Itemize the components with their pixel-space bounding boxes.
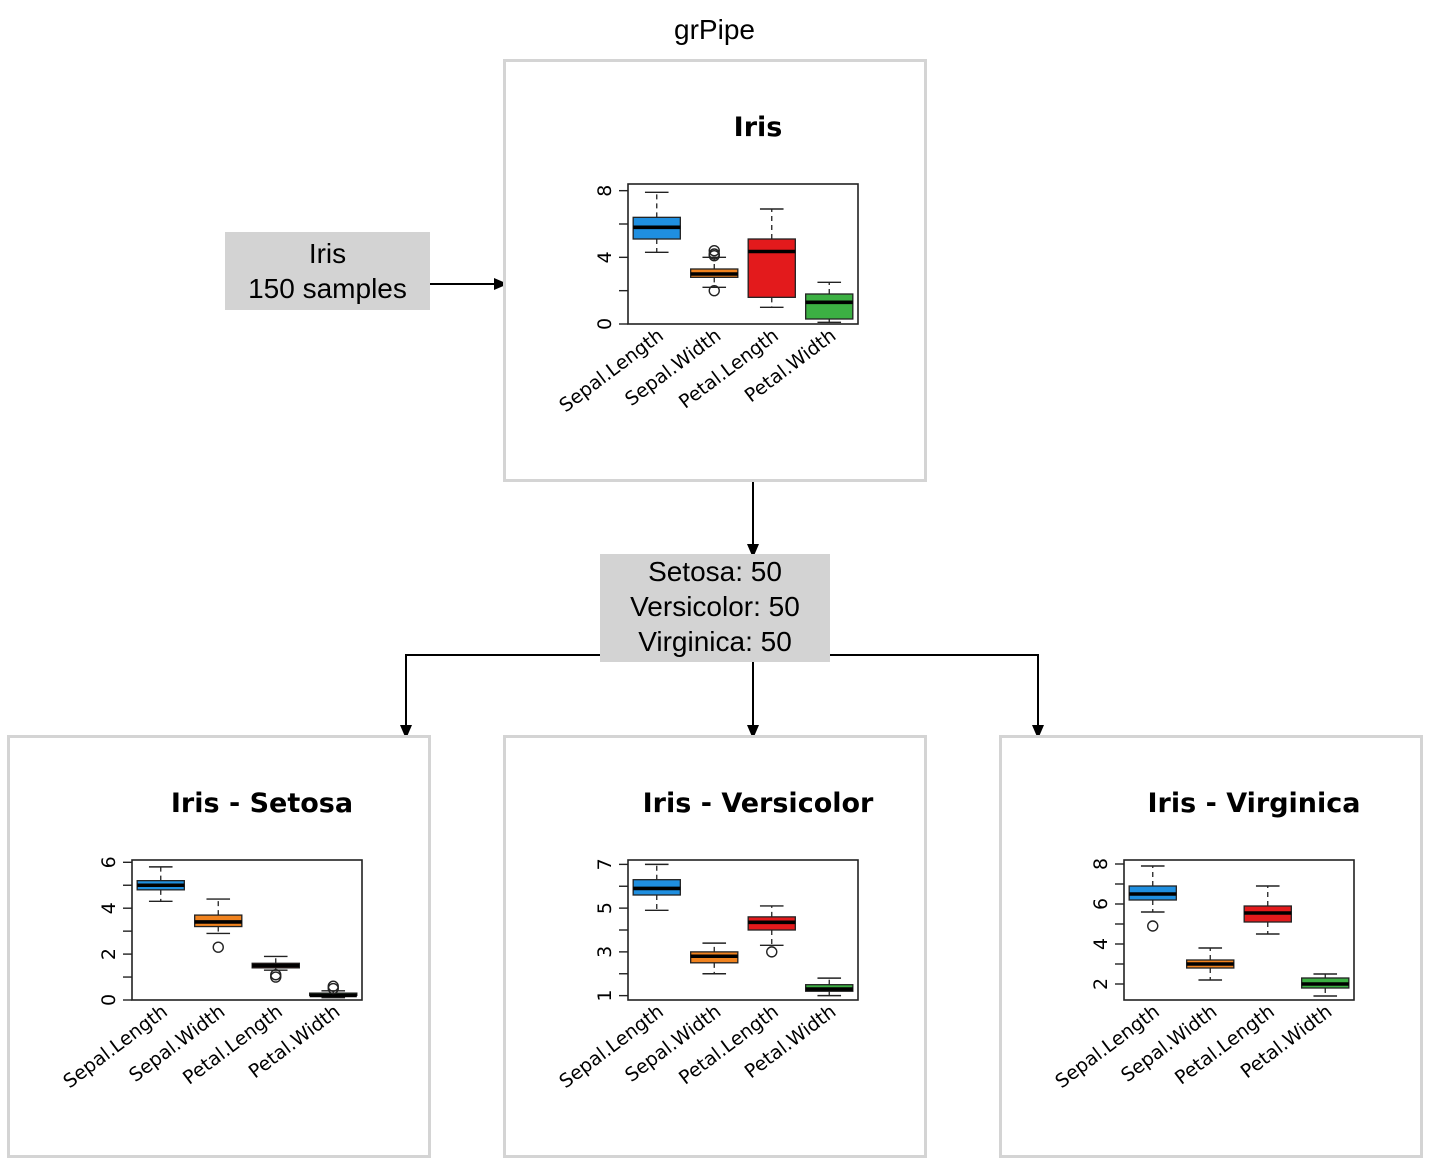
input-node-line1: Iris [308, 238, 347, 269]
chart0-box-sepal-width [690, 244, 739, 297]
split-node-line2: Versicolor: 50 [630, 591, 800, 622]
arrow-split-to-setosa [400, 654, 600, 739]
input-node: Iris 150 samples [225, 232, 430, 310]
chart1-box-sepal-width [194, 898, 243, 953]
boxplot-iris: Iris048Sepal.LengthSepal.WidthPetal.Leng… [555, 112, 859, 417]
chart0-title: Iris [734, 112, 783, 143]
chart3-box-sepal-length [1128, 865, 1177, 932]
chart2-ytick-label-4: 5 [594, 902, 616, 914]
chart3-ytick-label-2: 4 [1090, 938, 1112, 950]
chart0-iqr-box-2 [747, 238, 796, 298]
boxplot-setosa: Iris - Setosa0246Sepal.LengthSepal.Width… [59, 788, 363, 1093]
chart0-ytick-label-2: 4 [594, 251, 616, 263]
plot-frame-iris: Iris 0 4 8 Sepal.Length Sepal.Width Petal.Leng… [503, 59, 927, 482]
chart2-ytick-label-0: 1 [594, 990, 616, 1002]
chart1-ytick-label-2: 2 [98, 948, 120, 960]
chart3-title: Iris - Virginica [1148, 788, 1361, 819]
boxplot-versicolor: Iris - Versicolor1357Sepal.LengthSepal.W… [555, 788, 874, 1093]
chart2-box-petal-width [805, 977, 854, 997]
chart0-iqr-box-3 [805, 293, 854, 320]
arrow-split-to-virginica [830, 654, 1044, 739]
chart0-outlier-1-3 [708, 284, 720, 297]
chart3-ytick-label-4: 6 [1090, 898, 1112, 910]
chart0-outlier-1-2 [708, 244, 720, 257]
plot-frame-versicolor: Iris - Versicolor 1 3 5 7 Sepal.Length Sepal.W… [503, 735, 927, 1158]
chart0-box-sepal-length [632, 191, 681, 254]
chart3-box-petal-length [1243, 885, 1292, 935]
chart2-box-petal-length [747, 905, 796, 958]
input-node-line2: 150 samples [248, 273, 407, 304]
chart2-outlier-2-0 [766, 946, 778, 958]
chart1-outlier-2-0 [270, 971, 282, 983]
chart0-ytick-label-4: 8 [594, 185, 616, 197]
plot-frame-virginica: Iris - Virginica 2 4 6 8 Sepal.Length Sepal.Wi… [999, 735, 1423, 1158]
chart0-box-petal-length [747, 208, 796, 309]
chart1-box-sepal-length [136, 866, 185, 903]
chart3-ytick-label-0: 2 [1090, 978, 1112, 990]
chart0-box-petal-width [805, 281, 854, 324]
chart3-ytick-label-6: 8 [1090, 858, 1112, 870]
chart2-ytick-label-6: 7 [594, 858, 616, 870]
chart1-title: Iris - Setosa [171, 788, 353, 819]
chart0-outlier-1-1 [708, 248, 720, 260]
chart2-ytick-label-2: 3 [594, 946, 616, 958]
boxplot-virginica: Iris - Virginica2468Sepal.LengthSepal.Wi… [1051, 788, 1361, 1093]
chart2-title: Iris - Versicolor [643, 788, 874, 819]
split-node: Setosa: 50 Versicolor: 50 Virginica: 50 [600, 554, 830, 662]
chart3-box-petal-width [1301, 973, 1350, 997]
chart0-plot-area [627, 183, 859, 325]
diagram-title: grPipe [674, 14, 755, 45]
chart1-outlier-1-0 [212, 941, 224, 953]
chart1-plot-area [131, 859, 363, 1001]
chart2-box-sepal-length [632, 863, 681, 912]
chart1-box-petal-width [309, 980, 358, 999]
chart1-box-petal-length [251, 955, 300, 983]
split-node-line1: Setosa: 50 [648, 556, 782, 587]
chart1-ytick-label-4: 4 [98, 902, 120, 914]
chart1-outlier-2-1 [270, 969, 282, 981]
chart1-ytick-label-0: 0 [98, 994, 120, 1006]
chart2-box-sepal-width [690, 942, 739, 975]
chart1-outlier-3-1 [327, 980, 339, 992]
plot-frame-setosa: Iris - Setosa 0 2 4 6 Sepal.Length Sepal.Width… [7, 735, 431, 1158]
split-node-line3: Virginica: 50 [638, 626, 792, 657]
chart3-outlier-0-0 [1147, 920, 1159, 932]
chart3-box-sepal-width [1186, 947, 1235, 981]
chart3-plot-area [1123, 859, 1355, 1001]
chart1-ytick-label-6: 6 [98, 856, 120, 868]
chart0-ytick-label-0: 0 [594, 318, 616, 330]
